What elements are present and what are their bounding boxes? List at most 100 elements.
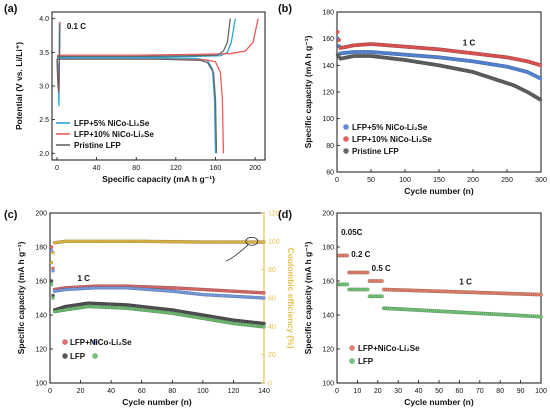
annotation: 1 C — [459, 277, 472, 286]
data-point — [262, 321, 266, 326]
y-tick-label: 80 — [326, 143, 334, 150]
legend-marker — [92, 353, 98, 359]
legend-label: LFP+NiCo-Li₂Se — [70, 338, 132, 347]
legend-label: Pristine LFP — [74, 141, 121, 150]
x-tick-label: 0 — [48, 388, 52, 395]
annotation: 0.2 C — [351, 250, 370, 259]
y-tick-label: 140 — [35, 313, 47, 320]
x-tick-label: 20 — [374, 388, 382, 395]
y-tick-label: 200 — [322, 211, 334, 218]
y-tick-label: 140 — [322, 313, 334, 320]
y-tick-label: 120 — [322, 90, 334, 97]
legend-label: LFP+10% NiCo-Li₂Se — [352, 135, 432, 144]
data-point — [365, 287, 370, 292]
legend-marker — [62, 353, 68, 359]
data-point — [539, 292, 544, 297]
data-point — [538, 63, 543, 68]
annotation: 0.5 C — [372, 264, 391, 273]
y-axis-label: Specific capacity (mA h g⁻¹) — [303, 241, 313, 354]
x-tick-label: 200 — [467, 177, 479, 184]
y-tick-label: 3.5 — [39, 50, 49, 57]
data-point — [335, 30, 340, 35]
legend-marker — [92, 339, 98, 345]
x-tick-label: 200 — [249, 165, 261, 172]
x-tick-label: 50 — [435, 388, 443, 395]
legend-label: LFP+5% NiCo-Li₂Se — [352, 123, 428, 132]
panel-label: (a) — [4, 3, 18, 15]
series-line-charge — [56, 18, 259, 57]
y2-tick-label: 60 — [268, 296, 276, 303]
series-line-charge — [56, 18, 231, 58]
y-tick-label: 140 — [322, 63, 334, 70]
legend-marker — [349, 358, 355, 364]
panel-b: (b) 0 50 100 150 200 250 300 60 80 100 120 140 160 180… — [278, 3, 547, 196]
y-tick-label: 2.5 — [39, 117, 49, 124]
x-tick-label: 50 — [367, 177, 375, 184]
y2-tick-label: 20 — [268, 352, 276, 359]
y2-tick-label: 80 — [268, 267, 276, 274]
series-line-initial — [56, 24, 61, 93]
x-axis-label: Cycle number (n) — [404, 397, 474, 407]
data-point — [379, 294, 384, 299]
y-tick-label: 160 — [35, 279, 47, 286]
y-tick-label: 180 — [322, 245, 334, 252]
y-tick-label: 180 — [35, 245, 47, 252]
y-tick-label: 100 — [322, 116, 334, 123]
data-point — [539, 314, 544, 319]
x-tick-label: 30 — [394, 388, 402, 395]
annotation: 0.1 C — [67, 22, 86, 31]
legend-marker — [343, 124, 349, 130]
y2-tick-label: 120 — [268, 211, 280, 218]
y-tick-label: 120 — [322, 347, 334, 354]
x-tick-label: 250 — [501, 177, 513, 184]
y-tick-label: 60 — [326, 170, 334, 177]
legend-marker — [349, 345, 355, 351]
x-tick-label: 90 — [517, 388, 525, 395]
annotation: 1 C — [78, 274, 91, 283]
legend-label: Pristine LFP — [352, 147, 399, 156]
legend-marker — [343, 136, 349, 142]
x-tick-label: 100 — [399, 177, 411, 184]
y-axis-label: Specific capacity (mA h g⁻¹) — [16, 241, 26, 354]
x-tick-label: 0 — [55, 165, 59, 172]
legend-label: LFP — [70, 352, 86, 361]
y-tick-label: 3.0 — [39, 84, 49, 91]
legend-marker — [343, 148, 349, 154]
legend-marker — [62, 339, 68, 345]
panel-a: (a) 0 40 80 120 160 200 2.0 2.5 3.0 3.5 4.0 Specific… — [4, 3, 266, 184]
data-point — [49, 279, 54, 283]
data-point — [262, 325, 266, 329]
x-axis-label: Specific capacity (mA h g⁻¹) — [102, 174, 215, 184]
data-point — [262, 296, 266, 300]
data-point — [49, 282, 54, 287]
x-tick-label: 80 — [132, 165, 140, 172]
panel-label: (b) — [278, 3, 292, 15]
data-point — [345, 253, 350, 258]
y2-tick-label: 0 — [268, 381, 272, 388]
x-tick-label: 40 — [93, 165, 101, 172]
x-tick-label: 140 — [258, 388, 270, 395]
data-point — [379, 279, 384, 284]
x-tick-label: 10 — [354, 388, 362, 395]
x-tick-label: 80 — [496, 388, 504, 395]
x-tick-label: 20 — [77, 388, 85, 395]
y2-tick-label: 40 — [268, 324, 276, 331]
y-tick-label: 160 — [322, 279, 334, 286]
y-tick-label: 2.0 — [39, 151, 49, 158]
x-tick-label: 0 — [335, 177, 339, 184]
data-point — [365, 270, 370, 275]
data-point — [538, 76, 543, 81]
x-tick-label: 150 — [433, 177, 445, 184]
series-line-discharge — [57, 58, 218, 154]
y-axis-label: Specific capacity (mA h g⁻¹) — [303, 35, 313, 148]
data-point — [538, 97, 543, 102]
ce-point — [262, 240, 266, 244]
x-tick-label: 40 — [107, 388, 115, 395]
data-point — [49, 248, 54, 253]
panel-label: (c) — [4, 209, 18, 221]
series-line-discharge — [57, 58, 225, 154]
data-point — [49, 245, 54, 249]
x-tick-label: 100 — [535, 388, 547, 395]
ce-highlight — [245, 236, 259, 246]
